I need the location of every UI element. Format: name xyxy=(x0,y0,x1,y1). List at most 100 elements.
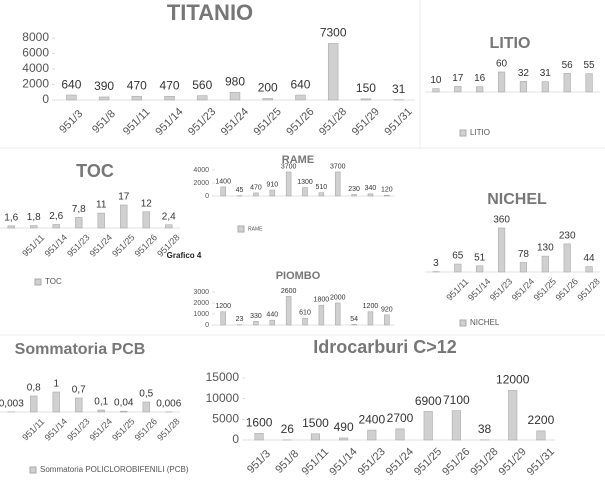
value-label: 44 xyxy=(584,253,596,264)
y-tick-label: 0 xyxy=(205,193,209,200)
bar xyxy=(30,395,38,413)
legend-label: LITIO xyxy=(470,128,490,137)
bar xyxy=(585,73,593,93)
bar xyxy=(97,212,105,229)
value-label: 12000 xyxy=(496,373,530,387)
bar xyxy=(66,94,77,101)
value-label: 560 xyxy=(192,78,212,92)
bar xyxy=(98,96,110,101)
bar xyxy=(454,263,462,273)
value-label: 3700 xyxy=(330,163,346,170)
bar xyxy=(269,189,276,197)
chart-title: TITANIO xyxy=(167,0,253,25)
value-label: 1200 xyxy=(215,303,231,310)
bar xyxy=(131,96,143,101)
value-label: 65 xyxy=(452,251,464,262)
note: Grafico 4 xyxy=(167,251,202,260)
value-label: 230 xyxy=(559,230,576,241)
bar xyxy=(585,266,593,273)
bar xyxy=(432,88,440,93)
bar xyxy=(451,410,461,441)
bar xyxy=(351,324,357,326)
value-label: 0,8 xyxy=(27,383,41,394)
bar xyxy=(334,302,341,326)
bar xyxy=(318,192,325,197)
bar xyxy=(197,95,208,101)
value-label: 12 xyxy=(141,198,153,209)
bar xyxy=(120,204,128,229)
value-label: 640 xyxy=(290,77,310,91)
y-tick-label: 2000 xyxy=(22,77,49,91)
bar xyxy=(318,304,325,326)
value-label: 360 xyxy=(493,215,510,226)
bar xyxy=(220,311,226,326)
legend-label: RAME xyxy=(248,226,263,232)
value-label: 1200 xyxy=(363,303,379,310)
y-tick-label: 10000 xyxy=(206,391,240,405)
y-tick-label: 15000 xyxy=(206,370,240,384)
chart-title: RAME xyxy=(282,154,314,166)
value-label: 640 xyxy=(61,77,81,91)
bar xyxy=(7,225,15,229)
value-label: 330 xyxy=(250,313,262,320)
bar xyxy=(367,429,377,441)
value-label: 2,6 xyxy=(49,211,63,222)
value-label: 26 xyxy=(281,422,295,436)
bar xyxy=(75,397,83,413)
value-label: 1600 xyxy=(246,416,273,430)
bar xyxy=(360,98,372,101)
value-label: 54 xyxy=(350,316,358,323)
chart-title: LITIO xyxy=(490,35,531,52)
legend-swatch xyxy=(237,225,245,233)
y-tick-label: 5000 xyxy=(212,412,239,426)
chart-title: TOC xyxy=(76,161,114,181)
value-label: 51 xyxy=(474,252,486,263)
bar xyxy=(52,391,60,413)
y-tick-label: 2000 xyxy=(193,300,209,307)
value-label: 920 xyxy=(381,306,393,313)
value-label: 1,8 xyxy=(27,212,41,223)
value-label: 2200 xyxy=(528,413,555,427)
bar xyxy=(253,192,259,197)
y-tick-label: 0 xyxy=(232,432,239,446)
bar xyxy=(120,410,128,413)
value-label: 2,4 xyxy=(162,211,176,222)
value-label: 0,5 xyxy=(139,389,153,400)
bar xyxy=(384,314,390,326)
y-tick-label: 0 xyxy=(205,322,209,329)
value-label: 16 xyxy=(474,73,486,84)
value-label: 7100 xyxy=(443,393,470,407)
value-label: 340 xyxy=(365,185,377,192)
value-label: 470 xyxy=(160,79,180,93)
value-label: 200 xyxy=(258,81,278,95)
value-label: 1400 xyxy=(215,178,231,185)
bar xyxy=(536,430,546,441)
value-label: 0,7 xyxy=(72,385,86,396)
legend-label: NICHEL xyxy=(470,318,500,327)
legend-label: Sommatoria POLICLOROBIFENILI (PCB) xyxy=(40,465,189,474)
bar xyxy=(75,217,83,229)
value-label: 3700 xyxy=(281,163,297,170)
value-label: 31 xyxy=(392,82,406,96)
y-tick-label: 2000 xyxy=(193,180,209,187)
value-label: 910 xyxy=(266,182,278,189)
value-label: 0,006 xyxy=(156,398,181,409)
value-label: 60 xyxy=(496,59,508,70)
legend-swatch xyxy=(459,319,467,327)
bar xyxy=(334,171,341,197)
value-label: 10 xyxy=(430,75,442,86)
value-label: 55 xyxy=(584,60,596,71)
value-label: 490 xyxy=(334,420,354,434)
bar xyxy=(310,433,320,441)
value-label: 440 xyxy=(266,312,278,319)
bar xyxy=(497,71,506,93)
bar xyxy=(142,401,150,413)
bar xyxy=(367,193,374,197)
value-label: 17 xyxy=(452,73,464,84)
value-label: 0,003 xyxy=(0,398,24,409)
y-tick-label: 1000 xyxy=(193,311,209,318)
bar xyxy=(367,311,374,326)
value-label: 1500 xyxy=(302,416,329,430)
value-label: 6900 xyxy=(415,394,442,408)
